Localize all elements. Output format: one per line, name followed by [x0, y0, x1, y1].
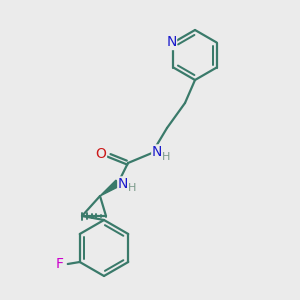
Text: O: O	[96, 147, 106, 161]
Polygon shape	[100, 180, 120, 196]
Text: H: H	[128, 183, 136, 193]
Text: N: N	[166, 35, 176, 50]
Text: N: N	[152, 145, 162, 159]
Text: H: H	[162, 152, 170, 162]
Text: N: N	[118, 177, 128, 191]
Text: F: F	[56, 257, 64, 271]
